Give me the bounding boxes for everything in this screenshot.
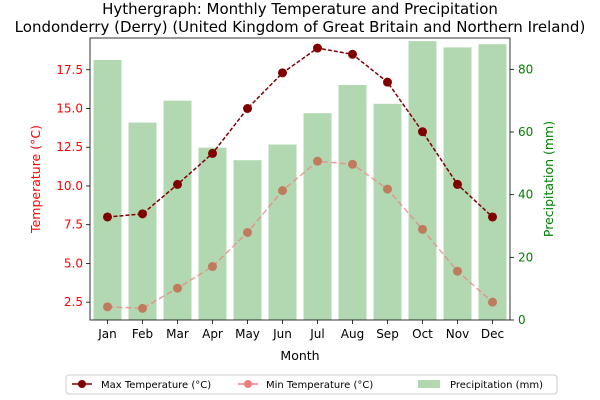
legend-max-temperature-swatch-marker bbox=[78, 380, 86, 388]
temperature-lines bbox=[103, 43, 497, 313]
min-temperature-point-jun bbox=[278, 186, 287, 196]
precipitation-bar-mar bbox=[163, 100, 192, 321]
max-temperature-point-jun bbox=[278, 68, 287, 78]
left-tick-label-1: 5.0 bbox=[64, 256, 83, 270]
precipitation-bar-dec bbox=[478, 44, 507, 321]
legend-min-temperature-label: Min Temperature (°C) bbox=[266, 380, 373, 391]
precipitation-bar-apr bbox=[198, 147, 227, 320]
min-temperature-point-sep bbox=[383, 184, 392, 194]
x-tick-label-aug: Aug bbox=[341, 327, 364, 341]
precipitation-bars bbox=[93, 41, 507, 321]
x-tick-label-dec: Dec bbox=[481, 327, 504, 341]
left-tick-label-0: 2.5 bbox=[64, 295, 83, 309]
max-temperature-point-feb bbox=[138, 209, 147, 219]
left-tick-label-2: 7.5 bbox=[64, 218, 83, 232]
legend-precipitation-swatch bbox=[418, 380, 440, 388]
x-tick-label-jun: Jun bbox=[272, 327, 292, 341]
right-tick-label-1: 20 bbox=[518, 250, 533, 264]
precipitation-bar-jul bbox=[303, 113, 332, 320]
chart-legend: Max Temperature (°C) Min Temperature (°C)… bbox=[65, 374, 558, 395]
plot-frame bbox=[89, 37, 511, 321]
left-tick-label-4: 12.5 bbox=[56, 140, 83, 154]
right-tick-label-3: 60 bbox=[518, 125, 533, 139]
min-temperature-point-nov bbox=[453, 266, 462, 276]
right-tick-label-2: 40 bbox=[518, 188, 533, 202]
min-temperature-point-jul bbox=[313, 156, 322, 166]
max-temperature-point-sep bbox=[383, 77, 392, 87]
x-tick-label-jul: Jul bbox=[309, 327, 324, 341]
max-temperature-point-jan bbox=[103, 212, 112, 222]
precipitation-bar-oct bbox=[408, 41, 437, 321]
left-tick-label-6: 17.5 bbox=[56, 63, 83, 77]
axis-ticks: Jan Feb Mar Apr May Jun Jul Aug Sep Oct Nov Dec 2.5 5… bbox=[56, 62, 533, 341]
y-axis-label-right: Precipitation (mm) bbox=[541, 121, 556, 237]
legend-max-temperature-label: Max Temperature (°C) bbox=[101, 380, 211, 391]
precipitation-bar-jan bbox=[93, 59, 122, 320]
precipitation-bar-jun bbox=[268, 144, 297, 320]
left-tick-label-3: 10.0 bbox=[56, 179, 83, 193]
min-temperature-line bbox=[107, 160, 493, 310]
x-axis-label: Month bbox=[280, 348, 319, 363]
precipitation-bar-sep bbox=[373, 103, 402, 320]
max-temperature-point-oct bbox=[418, 127, 427, 137]
x-tick-label-nov: Nov bbox=[446, 327, 469, 341]
chart-title-line-2: Londonderry (Derry) (United Kingdom of G… bbox=[15, 18, 586, 36]
min-temperature-point-aug bbox=[348, 159, 357, 169]
max-temperature-point-jul bbox=[313, 43, 322, 53]
max-temperature-point-mar bbox=[173, 179, 182, 189]
chart-title-line-1: Hythergraph: Monthly Temperature and Pre… bbox=[102, 0, 498, 18]
max-temperature-point-may bbox=[243, 104, 252, 113]
left-tick-label-5: 15.0 bbox=[56, 102, 83, 116]
x-tick-label-mar: Mar bbox=[166, 327, 189, 341]
legend-precipitation-label: Precipitation (mm) bbox=[450, 380, 543, 391]
legend-box bbox=[65, 374, 558, 395]
legend-min-temperature-swatch-marker bbox=[244, 380, 252, 388]
axes-frame bbox=[89, 37, 511, 321]
chart-title-group: Hythergraph: Monthly Temperature and Pre… bbox=[15, 0, 586, 36]
max-temperature-point-nov bbox=[453, 179, 462, 189]
x-tick-label-feb: Feb bbox=[132, 327, 153, 341]
min-temperature-point-feb bbox=[138, 303, 147, 313]
min-temperature-point-jan bbox=[103, 302, 112, 312]
max-temperature-point-dec bbox=[488, 212, 497, 222]
x-tick-label-jan: Jan bbox=[97, 327, 117, 341]
min-temperature-point-mar bbox=[173, 283, 182, 293]
max-temperature-line bbox=[107, 47, 494, 218]
min-temperature-point-apr bbox=[208, 262, 217, 272]
y-axis-label-left: Temperature (°C) bbox=[28, 125, 43, 234]
x-tick-label-may: May bbox=[235, 327, 260, 341]
precipitation-bar-feb bbox=[128, 122, 157, 320]
min-temperature-point-may bbox=[243, 227, 252, 237]
right-tick-label-0: 0 bbox=[518, 313, 526, 327]
x-tick-label-apr: Apr bbox=[202, 327, 223, 341]
min-temperature-point-oct bbox=[418, 224, 427, 234]
precipitation-bar-may bbox=[233, 160, 262, 320]
right-tick-label-4: 80 bbox=[518, 62, 533, 76]
max-temperature-point-aug bbox=[348, 49, 357, 59]
x-tick-label-sep: Sep bbox=[376, 327, 399, 341]
min-temperature-point-dec bbox=[488, 297, 497, 307]
precipitation-bar-aug bbox=[338, 85, 367, 320]
max-temperature-point-apr bbox=[208, 148, 217, 158]
x-tick-label-oct: Oct bbox=[412, 327, 433, 341]
